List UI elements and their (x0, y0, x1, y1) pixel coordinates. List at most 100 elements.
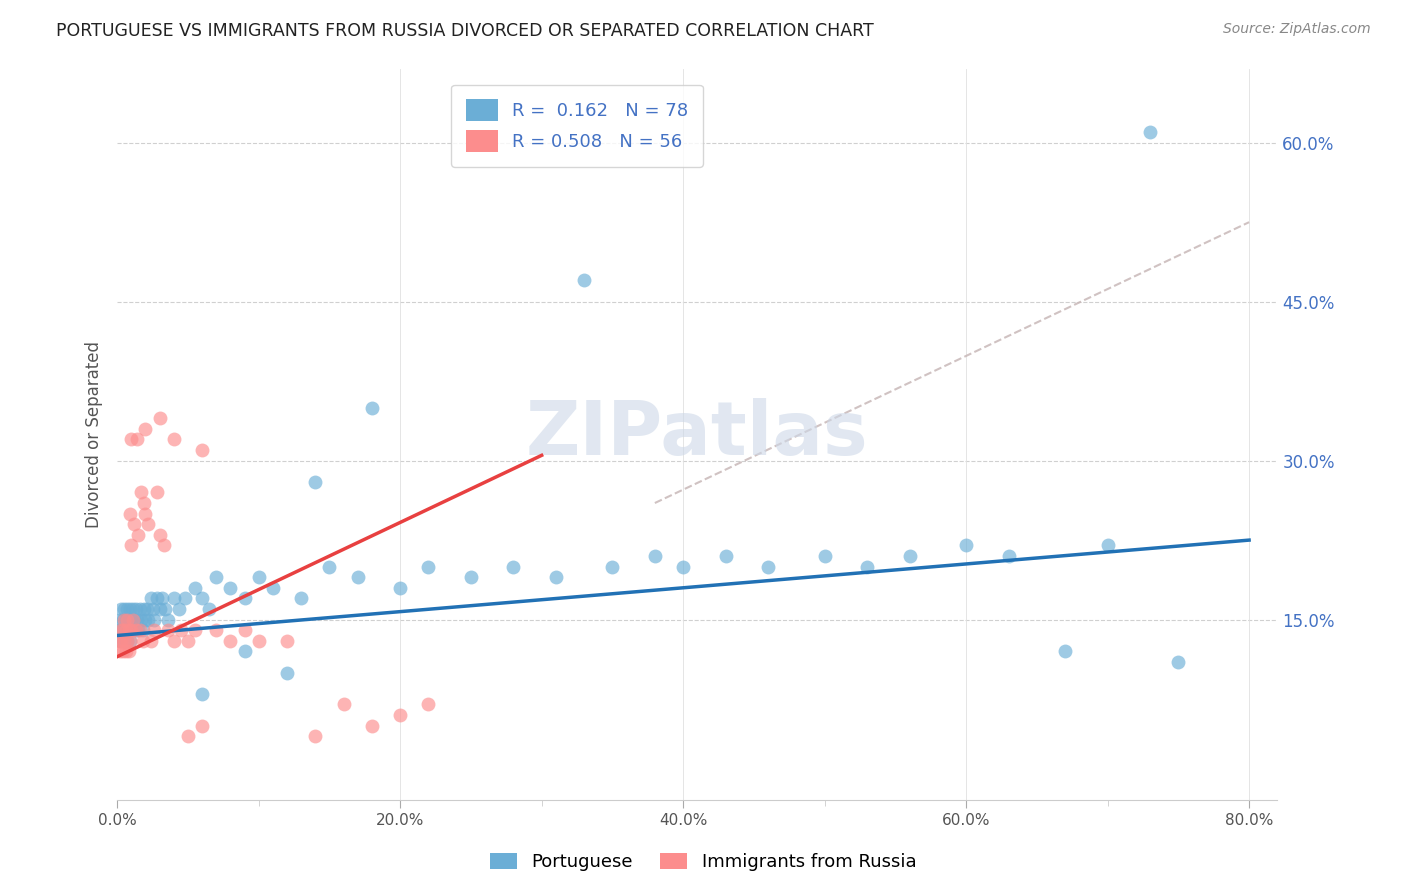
Point (143, 623, 166, 637)
Point (111, 644, 134, 658)
Point (124, 623, 146, 637)
Point (184, 623, 207, 637)
Point (233, 623, 256, 637)
Point (898, 549, 921, 563)
Point (128, 623, 150, 637)
Point (141, 591, 163, 606)
Point (115, 633, 138, 648)
Point (205, 570, 228, 584)
Point (360, 401, 382, 415)
Point (112, 613, 135, 627)
Point (418, 559, 440, 574)
Point (247, 633, 270, 648)
Point (169, 602, 191, 616)
Point (118, 602, 141, 616)
Point (153, 538, 176, 552)
Point (136, 517, 159, 532)
Point (111, 623, 134, 637)
Point (114, 644, 136, 658)
Point (276, 665, 298, 680)
Point (146, 591, 169, 606)
Point (290, 591, 312, 606)
Point (118, 633, 141, 648)
Point (132, 602, 155, 616)
Text: PORTUGUESE VS IMMIGRANTS FROM RUSSIA DIVORCED OR SEPARATED CORRELATION CHART: PORTUGUESE VS IMMIGRANTS FROM RUSSIA DIV… (56, 22, 875, 40)
Point (118, 507, 141, 521)
Point (110, 602, 132, 616)
Point (112, 633, 135, 648)
Point (141, 633, 163, 648)
Point (146, 485, 169, 500)
Point (115, 613, 138, 627)
Point (152, 591, 174, 606)
Point (129, 613, 152, 627)
Point (117, 623, 139, 637)
Point (108, 613, 131, 627)
Point (177, 633, 200, 648)
Point (131, 623, 153, 637)
Point (110, 633, 132, 648)
Point (233, 591, 256, 606)
Point (756, 559, 779, 574)
Point (121, 613, 143, 627)
Point (108, 644, 131, 658)
Point (460, 570, 482, 584)
Point (997, 549, 1019, 563)
Point (132, 496, 155, 510)
Point (1097, 538, 1119, 552)
Point (120, 623, 142, 637)
Point (856, 559, 879, 574)
Point (107, 623, 129, 637)
Point (107, 633, 129, 648)
Point (120, 623, 142, 637)
Point (143, 613, 166, 627)
Point (191, 591, 214, 606)
Point (117, 623, 139, 637)
Point (177, 729, 200, 743)
Point (304, 475, 326, 489)
Point (111, 623, 134, 637)
Point (389, 708, 412, 723)
Point (184, 581, 207, 595)
Point (128, 602, 150, 616)
Point (170, 623, 193, 637)
Point (644, 549, 666, 563)
Point (131, 633, 153, 648)
Point (389, 581, 412, 595)
Point (814, 549, 837, 563)
Point (304, 729, 326, 743)
Point (714, 549, 737, 563)
Point (1139, 125, 1161, 139)
Point (155, 602, 177, 616)
Point (124, 623, 146, 637)
Point (117, 613, 139, 627)
Point (163, 633, 186, 648)
Point (360, 718, 382, 732)
Text: Source: ZipAtlas.com: Source: ZipAtlas.com (1223, 22, 1371, 37)
Point (1054, 644, 1077, 658)
Point (135, 602, 157, 616)
Point (112, 602, 135, 616)
Point (114, 623, 136, 637)
Point (120, 433, 142, 447)
Point (118, 633, 141, 648)
Point (149, 411, 172, 425)
Point (149, 528, 172, 542)
Point (124, 602, 146, 616)
Point (127, 623, 149, 637)
Point (346, 570, 368, 584)
Point (157, 613, 180, 627)
Point (198, 602, 221, 616)
Point (120, 613, 142, 627)
Point (247, 570, 270, 584)
Point (157, 623, 180, 637)
Point (191, 687, 214, 701)
Point (120, 538, 142, 552)
Point (110, 633, 132, 648)
Legend: R =  0.162   N = 78, R = 0.508   N = 56: R = 0.162 N = 78, R = 0.508 N = 56 (451, 85, 703, 167)
Point (174, 591, 197, 606)
Point (125, 433, 148, 447)
Y-axis label: Divorced or Separated: Divorced or Separated (86, 341, 103, 528)
Point (205, 623, 228, 637)
Point (134, 507, 156, 521)
